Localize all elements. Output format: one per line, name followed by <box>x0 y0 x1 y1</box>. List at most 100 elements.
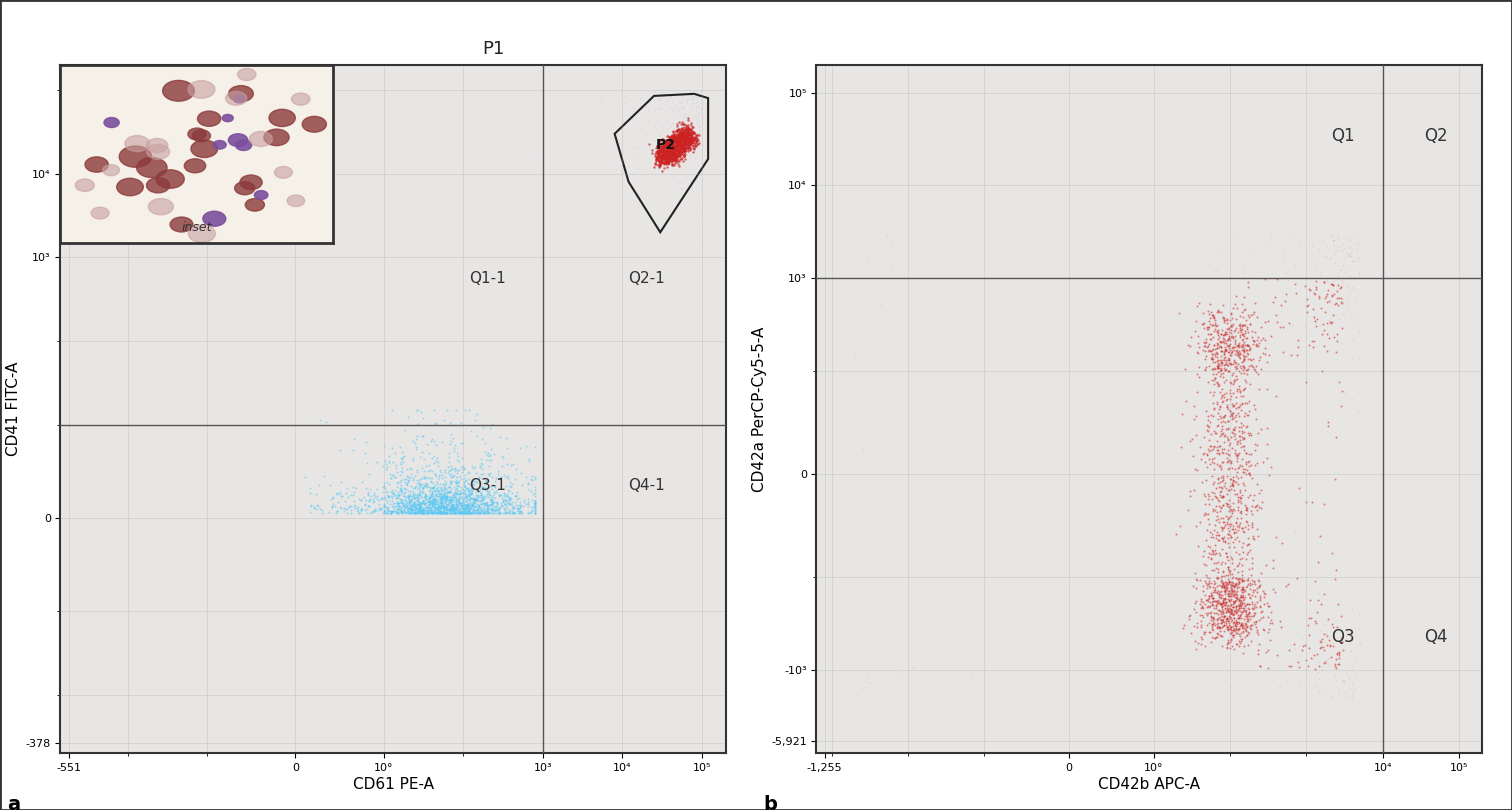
Point <box>1238 623 1263 636</box>
Point <box>655 142 679 155</box>
Point <box>1198 574 1222 587</box>
Point <box>655 130 679 143</box>
Point <box>1223 356 1247 369</box>
Point <box>478 468 502 481</box>
Point <box>463 477 487 490</box>
Point <box>372 505 396 518</box>
Point <box>460 486 484 499</box>
Point <box>389 502 413 515</box>
Point <box>665 150 689 163</box>
Point <box>1312 324 1337 337</box>
Point <box>677 122 702 135</box>
Point <box>1202 584 1226 597</box>
Point <box>659 142 683 155</box>
Point <box>1205 586 1229 599</box>
Point <box>655 147 679 160</box>
Point <box>659 119 683 132</box>
Point <box>408 495 432 508</box>
Point <box>451 497 475 509</box>
Point <box>668 139 692 152</box>
Point <box>1340 280 1364 293</box>
Point <box>420 481 445 494</box>
Point <box>1231 574 1255 587</box>
Point <box>655 130 679 143</box>
Point <box>523 487 547 500</box>
Point <box>1234 606 1258 619</box>
Circle shape <box>76 179 94 191</box>
Point <box>647 159 671 172</box>
Point <box>1222 376 1246 389</box>
Point <box>1217 599 1241 612</box>
Point <box>668 142 692 155</box>
Point <box>1223 373 1247 386</box>
Point <box>658 148 682 161</box>
Point <box>1309 633 1334 646</box>
Point <box>676 133 700 146</box>
Point <box>446 464 470 477</box>
Point <box>543 123 567 136</box>
Point <box>1216 400 1240 413</box>
Point <box>478 480 502 493</box>
Point <box>458 497 482 509</box>
Point <box>487 506 511 519</box>
Point <box>1211 607 1235 620</box>
Point <box>1205 365 1229 378</box>
Point <box>500 477 525 490</box>
Point <box>1222 356 1246 369</box>
Point <box>1223 324 1247 337</box>
Point <box>475 500 499 513</box>
Point <box>452 485 476 498</box>
Point <box>505 485 529 498</box>
Point <box>451 506 475 519</box>
Point <box>1231 476 1255 489</box>
Point <box>688 103 712 116</box>
Point <box>401 505 425 518</box>
Point <box>658 147 682 160</box>
Point <box>1235 339 1259 352</box>
Point <box>653 139 677 151</box>
Point <box>384 465 408 478</box>
Point <box>405 494 429 507</box>
Point <box>661 145 685 158</box>
Point <box>1202 586 1226 599</box>
Point <box>643 92 667 105</box>
Point <box>670 175 694 188</box>
Point <box>464 475 488 488</box>
Point <box>1202 632 1226 645</box>
Point <box>1219 455 1243 468</box>
Point <box>1223 427 1247 440</box>
Point <box>1235 322 1259 335</box>
Point <box>664 137 688 150</box>
Point <box>1222 407 1246 420</box>
Point <box>667 141 691 154</box>
Point <box>425 498 449 511</box>
Point <box>664 130 688 143</box>
Point <box>496 471 520 484</box>
Point <box>357 500 381 513</box>
Point <box>667 147 691 160</box>
Point <box>659 155 683 168</box>
Point <box>671 135 696 148</box>
Point <box>411 485 435 498</box>
Point <box>680 160 705 173</box>
Point <box>1237 394 1261 407</box>
Point <box>448 488 472 501</box>
Point <box>511 500 535 513</box>
Point <box>1219 356 1243 369</box>
Point <box>435 506 460 519</box>
Point <box>688 102 712 115</box>
Point <box>667 144 691 157</box>
Point <box>426 504 451 517</box>
Point <box>664 131 688 144</box>
Point <box>1217 585 1241 598</box>
Point <box>408 477 432 490</box>
Point <box>1311 663 1335 676</box>
Point <box>460 492 484 505</box>
Point <box>668 115 692 128</box>
Point <box>1225 390 1249 403</box>
Point <box>423 479 448 492</box>
Point <box>401 501 425 514</box>
Point <box>1234 313 1258 326</box>
Point <box>435 491 460 504</box>
Point <box>676 126 700 139</box>
